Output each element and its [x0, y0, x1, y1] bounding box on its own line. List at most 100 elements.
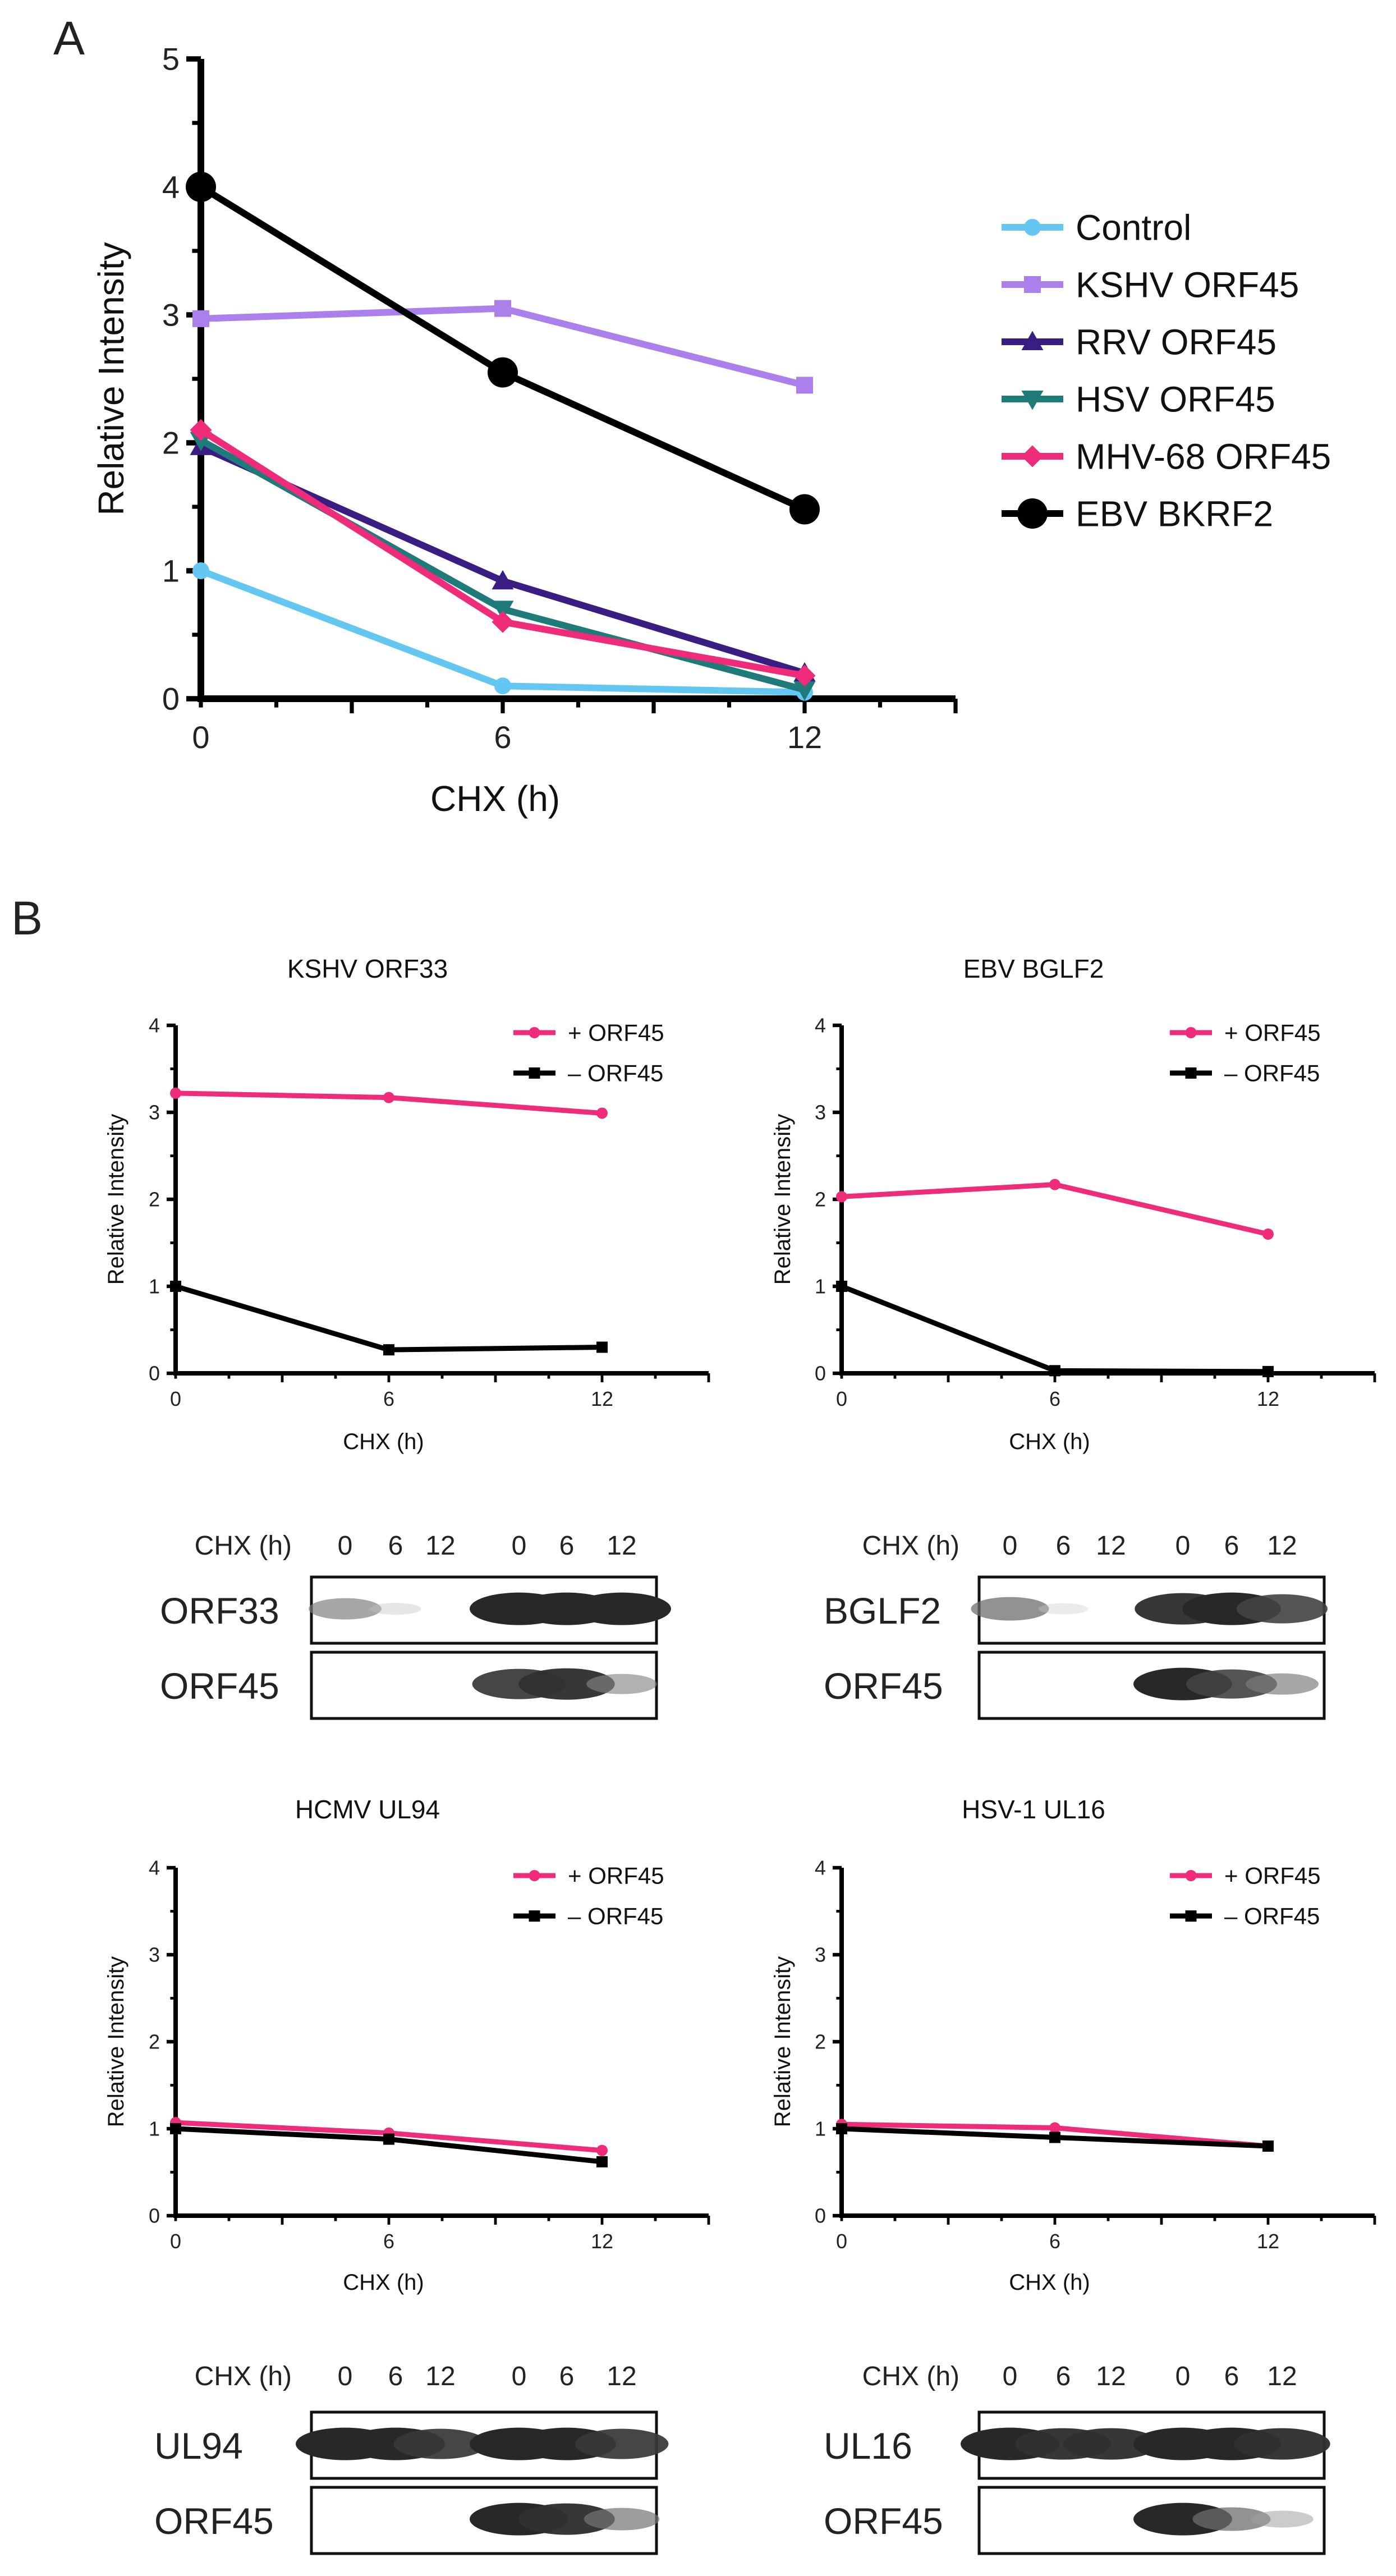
x-axis-label: CHX (h) [1009, 1429, 1090, 1454]
x-tick-label: 0 [170, 1387, 181, 1410]
y-tick-label: 2 [162, 425, 180, 461]
x-axis-label: CHX (h) [343, 2270, 424, 2295]
blot-band [370, 1603, 421, 1615]
blot-header: CHX (h) [195, 1531, 292, 1561]
data-point [492, 570, 514, 590]
data-point [1049, 2132, 1060, 2143]
blot-band [1192, 2507, 1271, 2531]
blot-band [584, 2508, 660, 2531]
data-point [836, 2123, 847, 2134]
chart-title: KSHV ORF33 [287, 954, 448, 983]
blot-band [393, 2428, 488, 2459]
data-point [596, 2144, 608, 2156]
y-axis-label: Relative Intensity [770, 1956, 795, 2128]
data-point [170, 1281, 181, 1292]
x-tick-label: 0 [836, 2230, 847, 2253]
data-point [494, 677, 511, 695]
legend-marker [1185, 1870, 1197, 1881]
legend-marker [1017, 498, 1048, 529]
legend-marker [529, 1027, 540, 1038]
lane-label: 0 [1003, 2362, 1018, 2391]
blot-row-label: UL16 [824, 2425, 912, 2467]
series--orf45 [170, 1087, 608, 1119]
legend-label: EBV BKRF2 [1076, 493, 1273, 534]
blot-header: CHX (h) [862, 1531, 959, 1561]
blot-band [586, 1674, 657, 1694]
legend-marker [1021, 445, 1044, 467]
data-point [1049, 2122, 1060, 2134]
chart-title: HSV-1 UL16 [962, 1795, 1105, 1824]
blot-row-label: ORF45 [824, 2500, 943, 2542]
series--orf45 [170, 1281, 608, 1356]
data-point [383, 2133, 394, 2145]
legend-label: – ORF45 [1224, 1060, 1320, 1087]
lane-label: 0 [512, 2362, 527, 2391]
y-tick-label: 0 [149, 1362, 160, 1385]
y-tick-label: 0 [162, 681, 180, 717]
x-tick-label: 12 [591, 1387, 613, 1410]
blot-band [1251, 2510, 1314, 2528]
lane-label: 6 [1224, 1531, 1239, 1561]
legend-marker [1185, 1910, 1197, 1922]
y-axis-label: Relative Intensity [770, 1114, 795, 1285]
lane-label: 12 [607, 2362, 636, 2391]
blot-band [1234, 2428, 1330, 2460]
panel-label-b: B [11, 892, 43, 945]
x-tick-label: 6 [1049, 1387, 1060, 1410]
data-point [793, 664, 816, 687]
blot-3: CHX (h) 0 6 12 0 6 12 UL94 ORF45 [154, 2362, 669, 2555]
blot-band [572, 1592, 671, 1625]
data-point [488, 357, 518, 388]
lane-label: 12 [607, 1531, 636, 1561]
data-point [492, 601, 514, 620]
data-point [796, 377, 813, 394]
data-point [1262, 1365, 1274, 1377]
data-point [192, 310, 209, 327]
blot-header: CHX (h) [862, 2362, 959, 2391]
blot-band [1246, 1673, 1319, 1695]
y-tick-label: 4 [815, 1857, 826, 1880]
lane-label: 0 [1175, 1531, 1191, 1561]
lane-label: 6 [388, 2362, 403, 2391]
data-point [383, 1092, 394, 1103]
y-tick-label: 4 [149, 1014, 160, 1037]
x-tick-label: 12 [787, 719, 822, 755]
blot-row-label: ORF45 [824, 1665, 943, 1707]
data-point [1262, 1229, 1274, 1240]
y-tick-label: 1 [149, 2117, 160, 2140]
blot-band [1236, 1594, 1328, 1624]
legend-marker [529, 1870, 540, 1881]
panel-label-a: A [53, 12, 85, 65]
lane-label: 6 [559, 2362, 575, 2391]
data-point [1049, 1365, 1060, 1377]
y-tick-label: 2 [149, 2030, 160, 2054]
legend-label: RRV ORF45 [1076, 322, 1276, 362]
legend-marker [529, 1910, 540, 1922]
data-point [789, 494, 820, 525]
lane-label: 12 [425, 1531, 455, 1561]
legend-marker [1185, 1027, 1197, 1038]
y-tick-label: 2 [149, 1188, 160, 1211]
x-tick-label: 12 [1257, 1387, 1279, 1410]
series-kshv-orf45 [192, 300, 813, 394]
y-axis-label: Relative Intensity [104, 1114, 128, 1285]
legend-marker [1024, 219, 1041, 236]
x-tick-label: 6 [383, 2230, 394, 2253]
blot-row-label: ORF33 [160, 1590, 279, 1631]
x-tick-label: 6 [383, 1387, 394, 1410]
y-tick-label: 1 [162, 553, 180, 589]
y-tick-label: 3 [149, 1101, 160, 1124]
x-tick-label: 6 [494, 719, 511, 755]
y-tick-label: 4 [162, 169, 180, 205]
legend-label: – ORF45 [1224, 1903, 1320, 1929]
data-point [383, 1344, 394, 1356]
blot-2: CHX (h) 0 6 12 0 6 12 BGLF2 ORF45 [824, 1531, 1328, 1720]
data-point [836, 1281, 847, 1292]
blot-band [971, 1597, 1049, 1621]
data-point [170, 1087, 181, 1099]
blot-row-label: ORF45 [160, 1665, 279, 1707]
series-line [839, 1182, 1271, 1237]
blot-4: CHX (h) 0 6 12 0 6 12 UL16 ORF45 [824, 2362, 1330, 2555]
series-line [198, 184, 808, 513]
